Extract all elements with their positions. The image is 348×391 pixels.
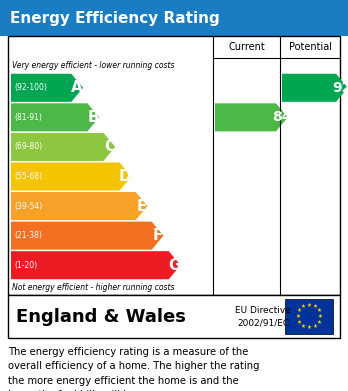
Text: ★: ★ xyxy=(301,324,306,329)
Text: D: D xyxy=(119,169,132,184)
Text: Current: Current xyxy=(228,42,265,52)
Bar xyxy=(0,0,348,36)
Text: ★: ★ xyxy=(316,319,321,325)
Text: G: G xyxy=(168,258,181,273)
Polygon shape xyxy=(11,163,131,190)
Text: Not energy efficient - higher running costs: Not energy efficient - higher running co… xyxy=(12,283,174,292)
Text: (92-100): (92-100) xyxy=(14,83,47,92)
Text: F: F xyxy=(152,228,163,243)
Polygon shape xyxy=(11,192,148,220)
Text: 84: 84 xyxy=(272,110,292,124)
Text: Potential: Potential xyxy=(288,42,332,52)
Polygon shape xyxy=(215,103,288,131)
Text: ★: ★ xyxy=(307,325,311,330)
Text: (39-54): (39-54) xyxy=(14,202,42,211)
Text: England & Wales: England & Wales xyxy=(16,307,186,325)
Text: C: C xyxy=(104,140,115,154)
Text: ★: ★ xyxy=(312,304,317,309)
Text: Very energy efficient - lower running costs: Very energy efficient - lower running co… xyxy=(12,61,174,70)
Text: (21-38): (21-38) xyxy=(14,231,42,240)
Text: ★: ★ xyxy=(318,314,323,319)
Bar xyxy=(8,295,340,338)
Text: ★: ★ xyxy=(301,304,306,309)
Polygon shape xyxy=(11,222,164,250)
Text: ★: ★ xyxy=(312,324,317,329)
Text: B: B xyxy=(87,110,99,125)
Bar xyxy=(8,36,340,295)
Text: ★: ★ xyxy=(295,314,300,319)
Polygon shape xyxy=(11,103,99,131)
Text: The energy efficiency rating is a measure of the
overall efficiency of a home. T: The energy efficiency rating is a measur… xyxy=(8,347,260,391)
Text: ★: ★ xyxy=(297,308,302,314)
Polygon shape xyxy=(11,133,115,161)
Bar xyxy=(285,299,333,334)
Text: ★: ★ xyxy=(297,319,302,325)
Text: 92: 92 xyxy=(332,81,348,95)
Text: (69-80): (69-80) xyxy=(14,142,42,151)
Text: (55-68): (55-68) xyxy=(14,172,42,181)
Text: Energy Efficiency Rating: Energy Efficiency Rating xyxy=(10,11,220,25)
Polygon shape xyxy=(11,74,83,102)
Polygon shape xyxy=(282,74,348,102)
Text: A: A xyxy=(71,80,83,95)
Text: (81-91): (81-91) xyxy=(14,113,42,122)
Text: ★: ★ xyxy=(307,303,311,308)
Text: ★: ★ xyxy=(316,308,321,314)
Text: (1-20): (1-20) xyxy=(14,261,37,270)
Text: E: E xyxy=(136,199,147,213)
Polygon shape xyxy=(11,251,181,279)
Text: EU Directive
2002/91/EC: EU Directive 2002/91/EC xyxy=(235,306,291,327)
